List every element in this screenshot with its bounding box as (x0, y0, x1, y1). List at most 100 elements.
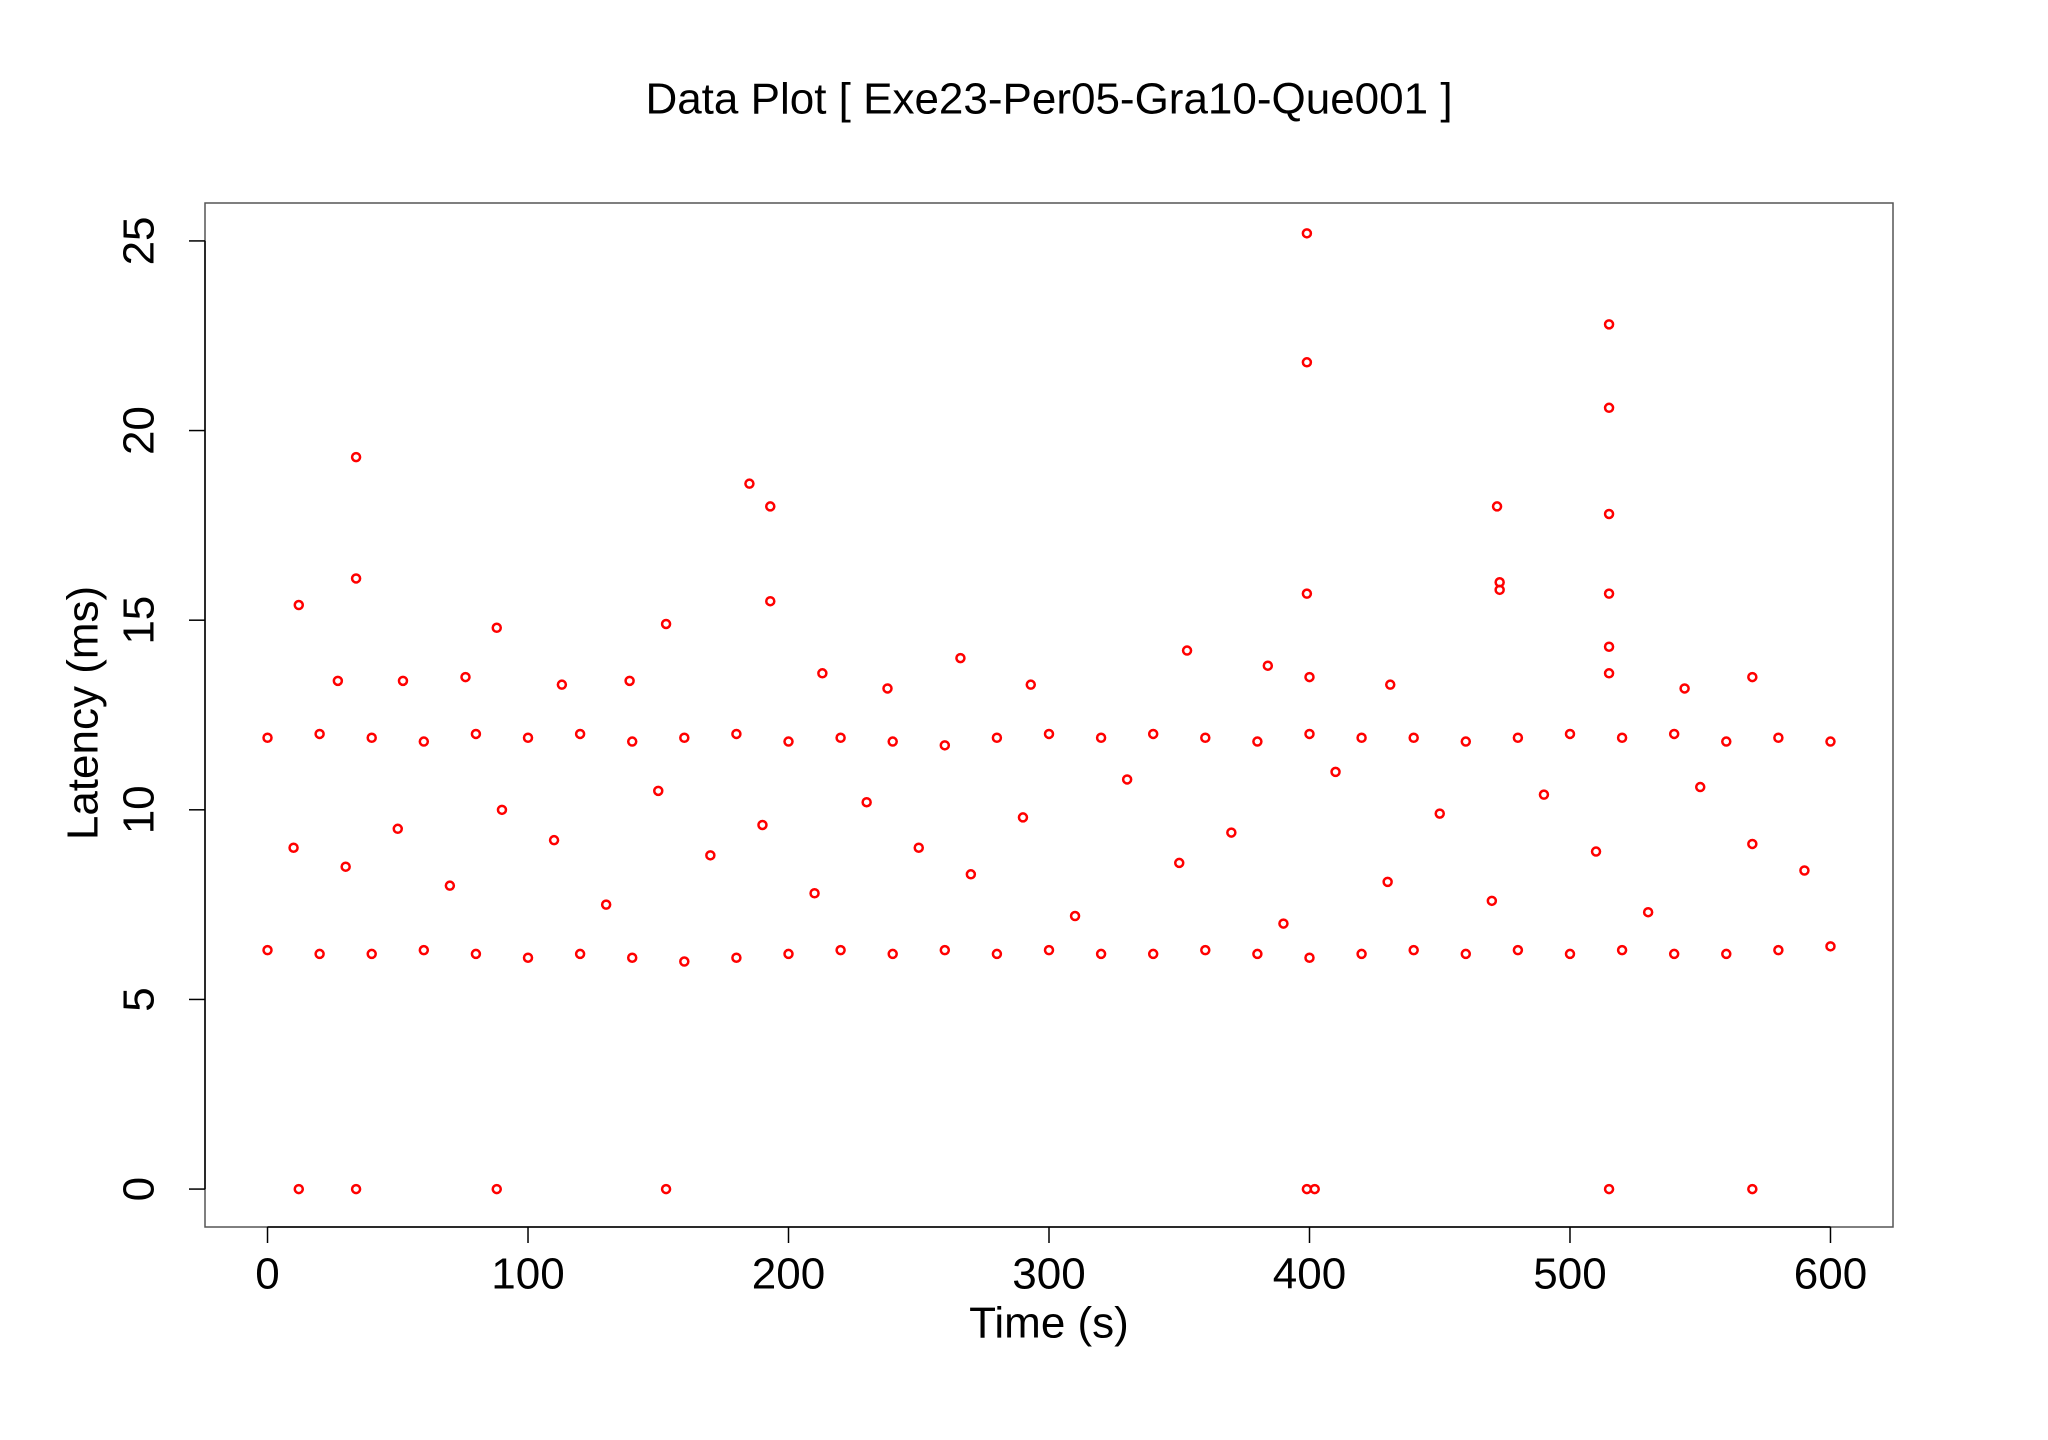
data-point (496, 804, 508, 816)
data-point (939, 944, 951, 956)
data-point (1309, 1183, 1320, 1195)
data-point (1147, 728, 1159, 740)
data-point (1304, 728, 1315, 740)
data-point (556, 679, 568, 690)
data-point (340, 861, 351, 872)
data-point (1603, 402, 1615, 414)
data-point (1017, 812, 1029, 823)
data-point (1747, 1183, 1758, 1195)
data-point (470, 728, 482, 740)
data-point (809, 888, 820, 899)
data-point (626, 952, 638, 963)
data-point (1408, 732, 1419, 744)
data-point (1356, 948, 1367, 960)
data-point (991, 948, 1003, 960)
x-tick-label: 100 (491, 1250, 564, 1299)
data-point (1721, 948, 1732, 960)
data-point (262, 944, 273, 956)
data-point (1301, 357, 1313, 368)
data-point (1603, 319, 1615, 330)
y-tick-label: 5 (115, 987, 164, 1011)
data-point (332, 675, 344, 687)
data-point (491, 1183, 503, 1195)
chart-title: Data Plot [ Exe23-Per05-Gra10-Que001 ] (645, 75, 1452, 124)
data-point (765, 501, 776, 512)
x-tick-label: 400 (1273, 1250, 1346, 1299)
data-point (1825, 736, 1836, 747)
data-point (679, 956, 690, 967)
data-point (1301, 228, 1313, 239)
data-point (817, 668, 828, 679)
data-point (1603, 641, 1615, 652)
data-point (1173, 857, 1185, 869)
data-point (783, 948, 794, 960)
data-point (835, 732, 846, 744)
data-point (882, 683, 893, 694)
data-point (626, 736, 638, 747)
data-point (491, 622, 503, 634)
data-point (1603, 1183, 1615, 1195)
data-point (1460, 948, 1472, 960)
y-tick-label: 10 (115, 785, 164, 834)
data-point (1512, 732, 1524, 744)
data-point (1301, 588, 1313, 599)
data-point (1825, 941, 1836, 952)
data-point (1181, 645, 1193, 656)
data-point (660, 618, 672, 630)
data-point (1408, 944, 1419, 956)
data-point (757, 819, 768, 831)
data-point (1095, 732, 1107, 744)
data-point (965, 869, 977, 880)
data-point (1603, 508, 1615, 520)
data-point (1252, 948, 1263, 960)
data-point (1460, 736, 1472, 747)
data-point (1747, 671, 1758, 683)
data-point (1679, 683, 1690, 694)
data-point (350, 1183, 362, 1195)
data-point (574, 948, 586, 960)
data-point (444, 880, 456, 891)
x-tick-label: 500 (1533, 1250, 1606, 1299)
data-point (1590, 846, 1602, 857)
data-point (1668, 948, 1680, 960)
y-axis-label: Latency (ms) (59, 586, 108, 840)
x-tick-label: 300 (1012, 1250, 1085, 1299)
data-point (1252, 736, 1263, 747)
data-point (314, 728, 325, 740)
data-point (1095, 948, 1107, 960)
data-point (288, 842, 299, 853)
data-point (366, 948, 377, 960)
data-point (548, 834, 560, 846)
data-point (522, 952, 534, 963)
data-point (350, 451, 362, 463)
data-point (1564, 728, 1576, 740)
data-point (392, 823, 404, 835)
data-point (1382, 876, 1393, 888)
data-point (1434, 808, 1445, 819)
x-tick-label: 200 (752, 1250, 825, 1299)
data-point (1262, 660, 1274, 671)
data-point (397, 675, 409, 687)
data-point (1069, 910, 1081, 922)
data-point (600, 899, 612, 910)
data-point (574, 728, 586, 740)
data-point (939, 740, 951, 751)
y-tick-label: 15 (115, 596, 164, 645)
data-point (1616, 732, 1628, 744)
x-tick-label: 0 (255, 1250, 279, 1299)
data-point (262, 732, 273, 744)
data-point (366, 732, 377, 744)
data-point (1384, 679, 1396, 690)
plot-frame (204, 202, 1894, 1228)
data-point (624, 675, 635, 687)
data-point (835, 944, 846, 956)
data-point (887, 948, 898, 960)
data-point (1603, 668, 1615, 679)
data-point (1200, 944, 1211, 956)
data-point (460, 671, 471, 683)
data-point (765, 595, 776, 607)
data-point (314, 948, 325, 960)
x-axis-label: Time (s) (969, 1299, 1129, 1348)
data-point (1226, 827, 1237, 838)
